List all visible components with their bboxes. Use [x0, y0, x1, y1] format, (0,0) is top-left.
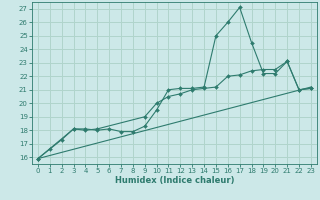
X-axis label: Humidex (Indice chaleur): Humidex (Indice chaleur)	[115, 176, 234, 185]
